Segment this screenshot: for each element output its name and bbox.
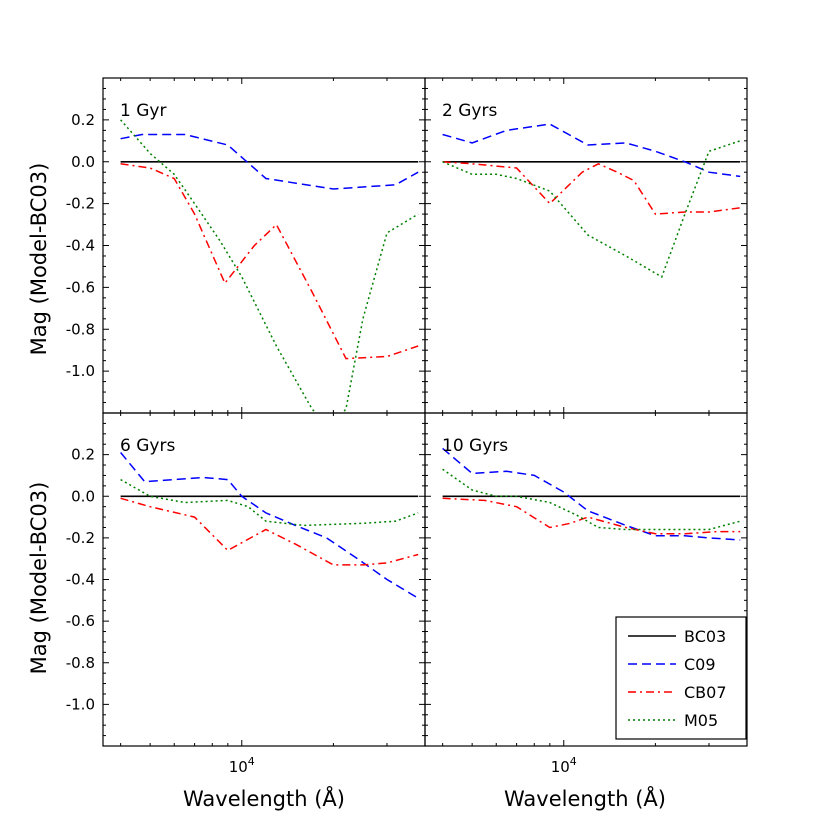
series-line-m05-panel-1 <box>120 119 419 413</box>
y-tick-label: -0.4 <box>66 237 95 255</box>
y-tick-label: -1.0 <box>66 362 95 380</box>
legend-label-cb07: CB07 <box>684 683 727 702</box>
y-tick-label: -0.2 <box>66 195 95 213</box>
panel-2: 2 Gyrs <box>424 77 748 414</box>
panel-label: 10 Gyrs <box>442 436 508 456</box>
y-tick-label: -0.8 <box>66 654 95 672</box>
series-line-c09-panel-2 <box>442 123 741 178</box>
series-line-c09-panel-4 <box>442 447 741 541</box>
y-tick-label: 0.2 <box>71 446 95 464</box>
series-line-c09-panel-1 <box>120 133 419 190</box>
y-tick-label: -0.4 <box>66 571 95 589</box>
y-tick-label: 0.2 <box>71 111 95 129</box>
y-tick-label: -0.2 <box>66 529 95 547</box>
y-tick-label: -0.8 <box>66 320 95 338</box>
y-tick-label: -0.6 <box>66 278 95 296</box>
plot-layer: 1 Gyr 0.2 0.0 -0.2 -0.4 -0.6 -0.8 -1.0 2 Gyrs 6 G… <box>66 77 748 776</box>
series-line-cb07-panel-2 <box>442 161 741 215</box>
legend-frame <box>615 616 747 740</box>
series-line-m05-panel-3 <box>120 478 419 527</box>
panel-frame <box>102 77 426 414</box>
y-tick-label: 0.0 <box>71 153 95 171</box>
series-line-cb07-panel-3 <box>120 497 419 566</box>
series-line-m05-panel-2 <box>442 140 741 278</box>
panel-frame <box>424 77 748 414</box>
legend-label-m05: M05 <box>684 711 718 730</box>
y-tick-label: 0.0 <box>71 487 95 505</box>
y-tick-label: -0.6 <box>66 612 95 630</box>
series-line-c09-panel-3 <box>120 452 419 599</box>
panel-label: 2 Gyrs <box>442 101 497 121</box>
legend: BC03 C09 CB07 M05 <box>615 616 747 740</box>
y-axis-title-bottom: Mag (Model-BC03) <box>27 482 51 675</box>
y-axis-title-top: Mag (Model-BC03) <box>27 163 51 356</box>
x-axis-title-left: Wavelength (Å) <box>183 785 345 811</box>
series-line-m05-panel-4 <box>442 468 741 531</box>
x-tick-label: 104 <box>229 755 255 776</box>
panel-4: 10 Gyrs 104 <box>424 412 748 776</box>
x-tick-label: 104 <box>551 755 577 776</box>
legend-label-c09: C09 <box>684 655 716 674</box>
x-axis-title-right: Wavelength (Å) <box>504 785 666 811</box>
panel-label: 1 Gyr <box>120 101 166 121</box>
y-tick-label: -1.0 <box>66 695 95 713</box>
panel-3: 6 Gyrs 0.2 0.0 -0.2 -0.4 -0.6 -0.8 -1.0 104 <box>66 412 426 776</box>
series-line-cb07-panel-1 <box>120 163 419 360</box>
panel-label: 6 Gyrs <box>120 436 175 456</box>
legend-label-bc03: BC03 <box>684 627 726 646</box>
series-line-cb07-panel-4 <box>442 497 741 535</box>
panel-frame <box>102 412 426 747</box>
panel-1: 1 Gyr 0.2 0.0 -0.2 -0.4 -0.6 -0.8 -1.0 <box>66 77 426 414</box>
